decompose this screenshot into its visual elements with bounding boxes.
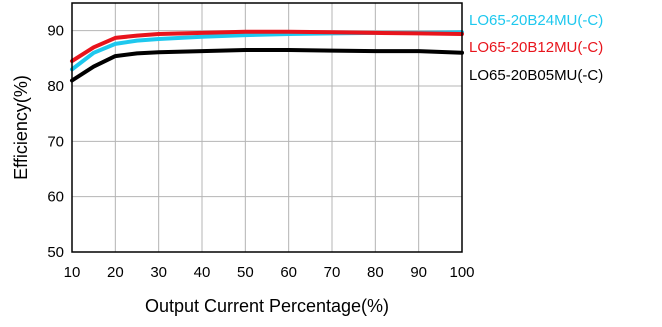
- x-tick-label: 30: [150, 264, 167, 281]
- y-tick-label: 60: [47, 189, 64, 206]
- x-tick-label: 70: [324, 264, 341, 281]
- y-tick-label: 80: [47, 78, 64, 95]
- series-line-3: [70, 48, 464, 83]
- x-axis-title: Output Current Percentage(%): [145, 296, 389, 316]
- y-tick-labels: 50 60 70 80 90: [47, 23, 64, 261]
- x-tick-label: 90: [410, 264, 427, 281]
- y-tick-label: 90: [47, 23, 64, 40]
- x-tick-label: 20: [107, 264, 124, 281]
- legend-entry-3: LO65-20B05MU(-C): [469, 67, 603, 84]
- x-tick-label: 10: [64, 264, 81, 281]
- y-tick-label: 70: [47, 133, 64, 150]
- legend-entry-1: LO65-20B24MU(-C): [469, 12, 603, 29]
- x-tick-label: 100: [449, 264, 474, 281]
- legend: LO65-20B24MU(-C) LO65-20B12MU(-C) LO65-20B…: [469, 12, 603, 84]
- series-line-2: [70, 29, 464, 64]
- x-tick-label: 50: [237, 264, 254, 281]
- x-tick-label: 80: [367, 264, 384, 281]
- x-tick-labels: 10 20 30 40 50 60 70 80 90 100: [64, 264, 475, 281]
- series-lines: [70, 29, 464, 83]
- y-axis-title: Efficiency(%): [11, 75, 31, 180]
- y-tick-label: 50: [47, 244, 64, 261]
- x-tick-label: 40: [194, 264, 211, 281]
- plot-frame: [71, 2, 463, 253]
- legend-entry-2: LO65-20B12MU(-C): [469, 39, 603, 56]
- x-tick-label: 60: [280, 264, 297, 281]
